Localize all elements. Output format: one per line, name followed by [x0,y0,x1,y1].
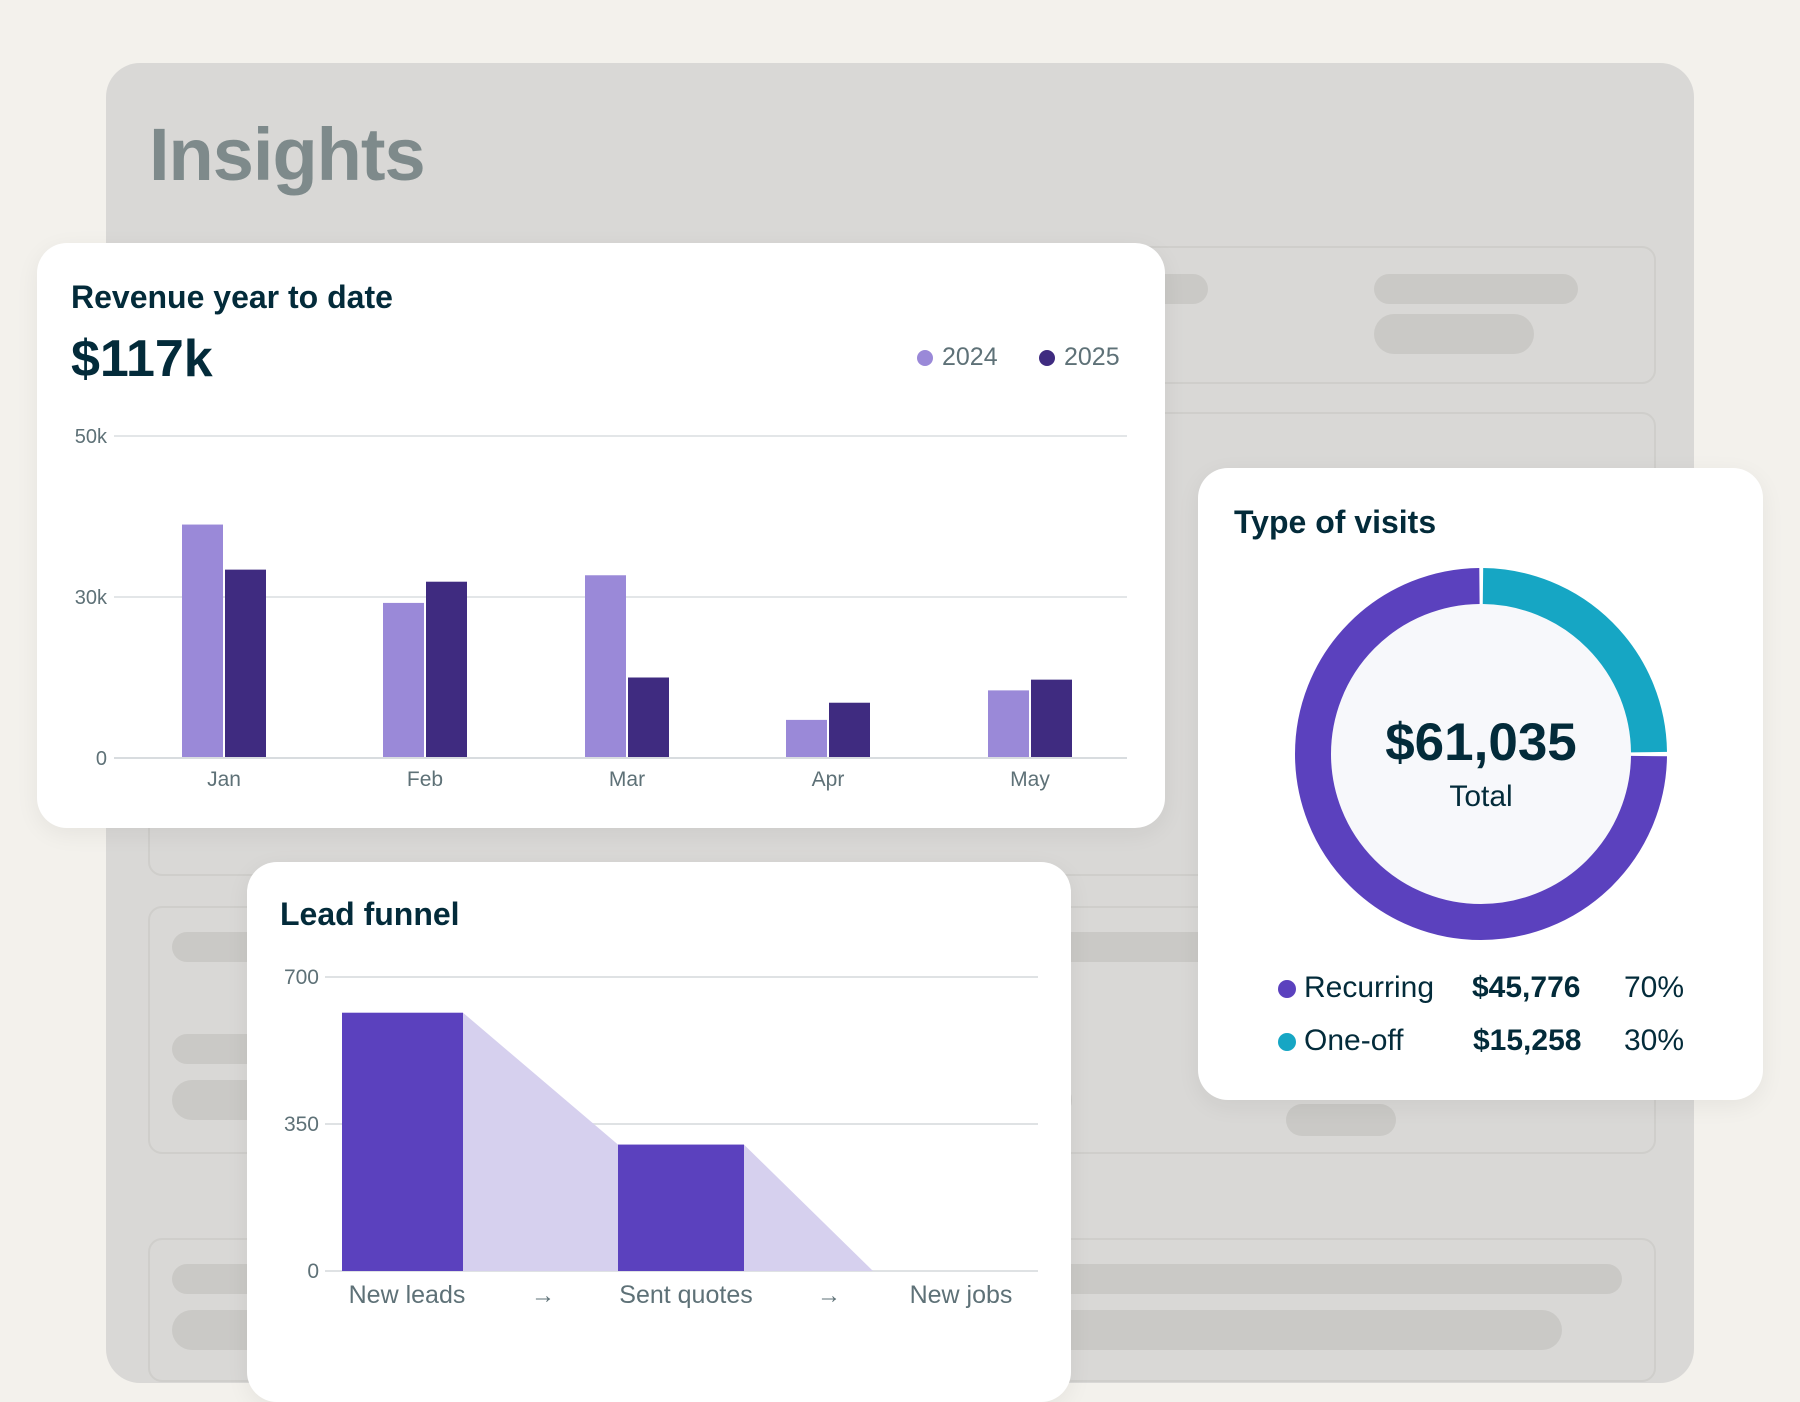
bar-2024-may [988,690,1029,757]
legend-dot-icon [1039,349,1055,366]
legend-dot-icon [917,349,933,366]
donut-total-label: Total [1449,780,1513,813]
skeleton-pill [1286,1104,1396,1136]
bar-2025-apr [829,702,870,757]
y-tick-label: 30k [75,587,108,609]
legend-2025: 2025 [1039,343,1120,372]
recurring-dot-icon [1278,980,1296,998]
row-value: $45,776 [1472,971,1581,1004]
visits-card: Type of visits $61,035 Total Recurring $… [1198,468,1763,1100]
bar-2024-jan [182,524,223,757]
skeleton-pill [1374,274,1578,304]
visits-donut-chart [1295,568,1667,940]
x-tick-label: May [1010,768,1050,791]
skeleton-pill [1374,314,1534,354]
legend-label: 2024 [942,343,998,371]
y-tick-label: 350 [284,1113,319,1136]
row-label: One-off [1304,1024,1404,1057]
one-off-dot-icon [1278,1033,1296,1051]
bar-2024-mar [585,575,626,757]
visits-row-one-off: One-off $15,258 30% [1198,1024,1763,1064]
lead-funnel-card: Lead funnel 0 350 700 New leads Sent quotes N… [247,862,1071,1402]
bar-2024-apr [786,719,827,757]
x-tick-label: Apr [812,768,845,791]
x-tick-label: New jobs [910,1281,1013,1309]
x-tick-label: Sent quotes [619,1281,752,1309]
x-tick-label: Jan [207,768,241,791]
row-label: Recurring [1304,971,1435,1004]
visits-title: Type of visits [1234,504,1437,540]
funnel-bar-sent-quotes [618,1144,744,1271]
funnel-conversion-area [463,1012,873,1271]
y-tick-label: 50k [75,426,108,448]
lead-funnel-chart: 0 350 700 New leads Sent quotes New jobs → → [284,966,1038,1309]
revenue-total: $117k [71,330,213,388]
row-value: $15,258 [1473,1024,1582,1057]
revenue-title: Revenue year to date [71,279,393,315]
row-percent: 70% [1624,971,1685,1004]
visits-row-recurring: Recurring $45,776 70% [1198,971,1763,1011]
funnel-title: Lead funnel [280,896,460,932]
x-tick-label: New leads [349,1281,466,1309]
donut-center [1331,604,1631,904]
bar-2025-mar [628,677,669,757]
x-tick-label: Feb [407,768,443,791]
legend-2024: 2024 [917,343,998,372]
bar-2025-may [1031,679,1072,757]
revenue-bar-chart: 0 30k 50k Jan Feb Mar Apr May [75,426,1127,791]
bar-2025-feb [426,581,467,757]
y-tick-label: 0 [96,748,107,770]
y-tick-label: 0 [307,1260,319,1283]
legend-label: 2025 [1064,343,1120,371]
donut-total-value: $61,035 [1385,713,1577,772]
arrow-right-icon: → [817,1282,841,1309]
row-percent: 30% [1624,1024,1685,1057]
arrow-right-icon: → [531,1282,555,1309]
bar-2025-jan [225,569,266,757]
bar-2024-feb [383,602,424,757]
x-tick-label: Mar [609,768,645,791]
funnel-bar-new-leads [342,1012,463,1271]
donut-slice-recurring [1295,568,1667,940]
page-title: Insights [149,113,426,196]
revenue-card: Revenue year to date $117k 2024 2025 0 30… [37,243,1165,828]
y-tick-label: 700 [284,966,319,989]
